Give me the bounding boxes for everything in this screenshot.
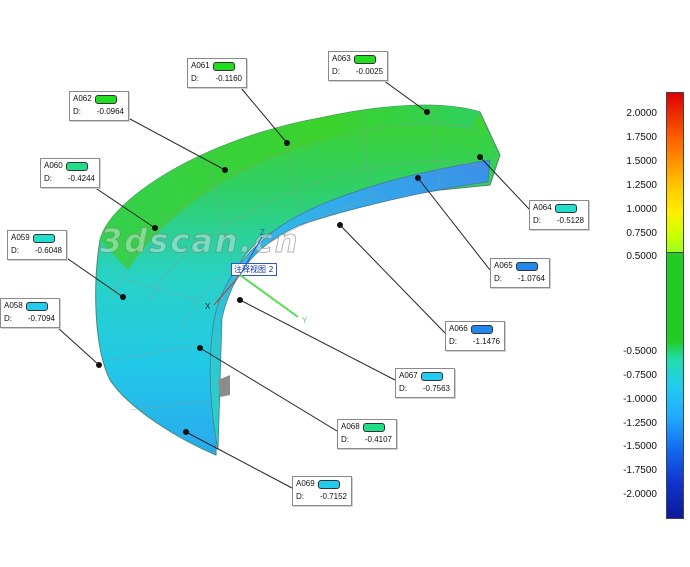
deviation-swatch	[33, 234, 55, 243]
deviation-swatch	[213, 62, 235, 71]
scale-label: -0.5000	[623, 346, 657, 357]
callout-a059[interactable]: A059 D: -0.6048	[7, 230, 67, 260]
callout-a064[interactable]: A064 D: -0.5128	[529, 200, 589, 230]
scale-label: -1.5000	[623, 441, 657, 452]
callout-a063[interactable]: A063 D: -0.0025	[328, 51, 388, 81]
callout-a060[interactable]: A060 D: -0.4244	[40, 158, 100, 188]
x-axis-line	[213, 274, 241, 306]
callout-a066[interactable]: A066 D: -1.1476	[445, 321, 505, 351]
scale-label: 1.0000	[626, 204, 657, 215]
y-axis-label: Y	[302, 316, 308, 325]
scale-bar-upper	[666, 92, 684, 254]
z-axis-line	[239, 236, 263, 276]
scale-label: -0.7500	[623, 370, 657, 381]
scale-label: 1.7500	[626, 132, 657, 143]
scale-label: -1.7500	[623, 465, 657, 476]
scale-label: 0.7500	[626, 228, 657, 239]
grey-patch	[218, 375, 230, 397]
callout-a062[interactable]: A062 D: -0.0964	[69, 91, 129, 121]
callout-a069[interactable]: A069 D: -0.7152	[292, 476, 352, 506]
x-axis-label: X	[205, 302, 211, 311]
callout-a068[interactable]: A068 D: -0.4107	[337, 419, 397, 449]
deviation-color-scale	[618, 92, 690, 522]
watermark-text: 3dscan.cn	[99, 222, 300, 261]
y-axis-line	[239, 274, 299, 318]
scale-bar-lower	[666, 252, 684, 519]
fender-inner-surface	[209, 159, 491, 451]
scale-label: -1.0000	[623, 394, 657, 405]
scale-label: -1.2500	[623, 418, 657, 429]
deviation-swatch	[421, 372, 443, 381]
z-axis-label: Z	[260, 228, 265, 237]
callout-a061[interactable]: A061 D: -0.1160	[187, 58, 247, 88]
deviation-swatch	[555, 204, 577, 213]
scale-label: -2.0000	[623, 489, 657, 500]
deviation-swatch	[318, 480, 340, 489]
deviation-swatch	[66, 162, 88, 171]
deviation-swatch	[95, 95, 117, 104]
deviation-swatch	[26, 302, 48, 311]
scale-label: 1.2500	[626, 180, 657, 191]
deviation-swatch	[354, 55, 376, 64]
scale-label: 0.5000	[626, 251, 657, 262]
callout-a058[interactable]: A058 D: -0.7094	[0, 298, 60, 328]
scale-label: 2.0000	[626, 108, 657, 119]
axis-triad: Z X Y	[205, 228, 308, 325]
deviation-swatch	[363, 423, 385, 432]
fender-top-band	[100, 105, 480, 270]
annotation-view-label[interactable]: 注释视图 2	[231, 263, 277, 276]
mesh-lines	[109, 103, 486, 411]
deviation-swatch	[471, 325, 493, 334]
scale-label: 1.5000	[626, 156, 657, 167]
callout-a067[interactable]: A067 D: -0.7563	[395, 368, 455, 398]
deviation-swatch	[516, 262, 538, 271]
callout-a065[interactable]: A065 D: -1.0764	[490, 258, 550, 288]
